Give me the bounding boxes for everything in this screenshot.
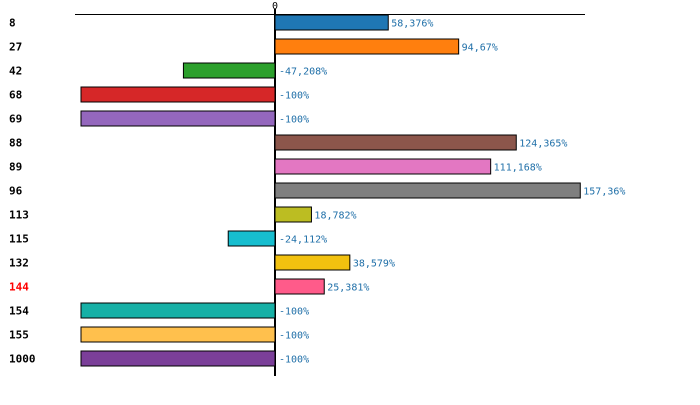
value-label-154: -100% xyxy=(279,307,309,318)
category-label-96: 96 xyxy=(9,185,23,198)
category-label-89: 89 xyxy=(9,161,22,174)
category-label-27: 27 xyxy=(9,41,22,54)
category-label-69: 69 xyxy=(9,113,22,126)
bar-42 xyxy=(182,62,276,79)
category-label-68: 68 xyxy=(9,89,22,102)
bar-132 xyxy=(274,254,351,271)
value-label-1000: -100% xyxy=(279,355,309,366)
bar-115 xyxy=(227,230,276,247)
zero-tick-label: 0 xyxy=(272,1,278,12)
category-label-113: 113 xyxy=(9,209,29,222)
category-label-154: 154 xyxy=(9,305,29,318)
bar-27 xyxy=(274,38,460,55)
bar-89 xyxy=(274,158,492,175)
category-label-132: 132 xyxy=(9,257,29,270)
value-label-27: 94,67% xyxy=(462,43,498,54)
value-label-96: 157,36% xyxy=(583,187,625,198)
category-label-115: 115 xyxy=(9,233,29,246)
value-label-115: -24,112% xyxy=(279,235,327,246)
value-label-144: 25,381% xyxy=(327,283,369,294)
value-label-88: 124,365% xyxy=(519,139,567,150)
category-label-8: 8 xyxy=(9,17,16,30)
bar-8 xyxy=(274,14,389,31)
bars-group: 8 58,376% 27 94,67% 42 -47,208% 68 -100% 69 -100%… xyxy=(9,14,625,367)
bar-113 xyxy=(274,206,312,223)
category-label-144: 144 xyxy=(9,281,29,294)
value-label-68: -100% xyxy=(279,91,309,102)
value-label-42: -47,208% xyxy=(279,67,327,78)
value-label-155: -100% xyxy=(279,331,309,342)
value-label-113: 18,782% xyxy=(314,211,356,222)
value-label-89: 111,168% xyxy=(494,163,542,174)
value-label-69: -100% xyxy=(279,115,309,126)
bar-155 xyxy=(80,326,276,343)
bar-154 xyxy=(80,302,276,319)
bar-144 xyxy=(274,278,325,295)
bar-69 xyxy=(80,110,276,127)
bar-88 xyxy=(274,134,517,151)
category-label-42: 42 xyxy=(9,65,22,78)
category-label-1000: 1000 xyxy=(9,353,36,366)
category-label-88: 88 xyxy=(9,137,22,150)
value-label-132: 38,579% xyxy=(353,259,395,270)
bar-68 xyxy=(80,86,276,103)
value-label-8: 58,376% xyxy=(391,19,433,30)
bar-96 xyxy=(274,182,581,199)
bar-1000 xyxy=(80,350,276,367)
category-label-155: 155 xyxy=(9,329,29,342)
